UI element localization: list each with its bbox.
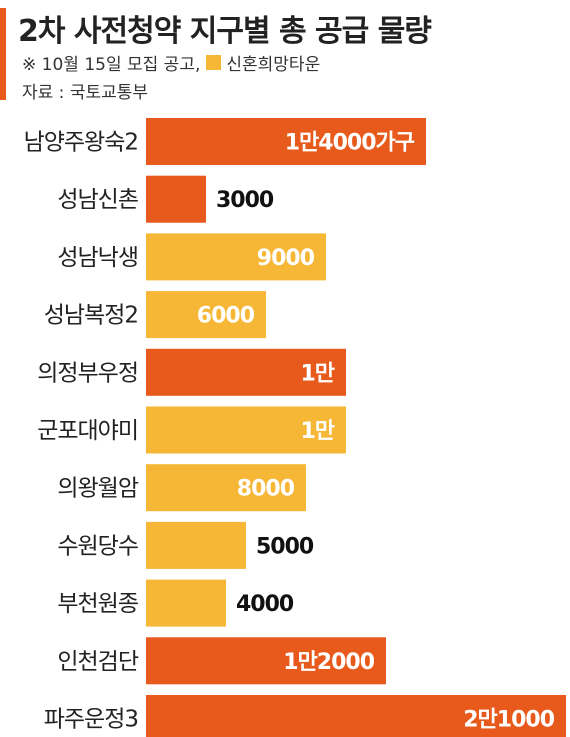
category-label-10: 파주운정3	[44, 707, 138, 733]
category-label-4: 의정부우정	[37, 360, 138, 386]
bar-9	[146, 637, 386, 685]
category-label-5: 군포대야미	[37, 418, 138, 444]
chart-source: 자료 : 국토교통부	[22, 83, 149, 103]
bar-2	[146, 233, 326, 281]
bar-1	[146, 175, 206, 223]
category-label-1: 성남신촌	[57, 187, 138, 213]
value-label-5: 1만	[300, 419, 334, 444]
title-accent-bar	[0, 8, 6, 100]
bar-5	[146, 406, 346, 454]
legend-label: 신혼희망타운	[226, 55, 321, 75]
value-label-8: 4000	[236, 592, 294, 617]
category-label-2: 성남낙생	[57, 245, 138, 271]
category-label-0: 남양주왕숙2	[24, 130, 138, 156]
chart-note: ※ 10월 15일 모집 공고, 신혼희망타운	[22, 50, 320, 75]
value-label-9: 1만2000	[283, 650, 374, 675]
chart-title: 2차 사전청약 지구별 총 공급 물량	[18, 14, 432, 49]
bar-0	[146, 118, 426, 165]
bar-7	[146, 521, 246, 569]
value-label-10: 2만1000	[463, 708, 554, 733]
category-label-6: 의왕월암	[57, 476, 138, 502]
bar-10	[146, 695, 566, 737]
value-label-4: 1만	[300, 361, 334, 386]
value-label-2: 9000	[257, 246, 315, 271]
value-label-3: 6000	[197, 304, 255, 329]
value-label-0: 1만4000가구	[285, 131, 415, 156]
bar-3	[146, 291, 266, 339]
category-label-8: 부천원종	[57, 591, 138, 617]
category-label-3: 성남복정2	[44, 303, 138, 329]
category-label-7: 수원당수	[57, 533, 138, 559]
value-label-7: 5000	[256, 534, 314, 559]
bar-4	[146, 348, 346, 396]
value-label-6: 8000	[237, 477, 295, 502]
value-label-1: 3000	[216, 188, 274, 213]
bar-8	[146, 579, 226, 627]
note-prefix: ※ 10월 15일 모집 공고,	[22, 55, 201, 75]
category-label-9: 인천검단	[57, 649, 138, 675]
bar-6	[146, 464, 306, 512]
legend-swatch-newlywed	[206, 55, 222, 70]
